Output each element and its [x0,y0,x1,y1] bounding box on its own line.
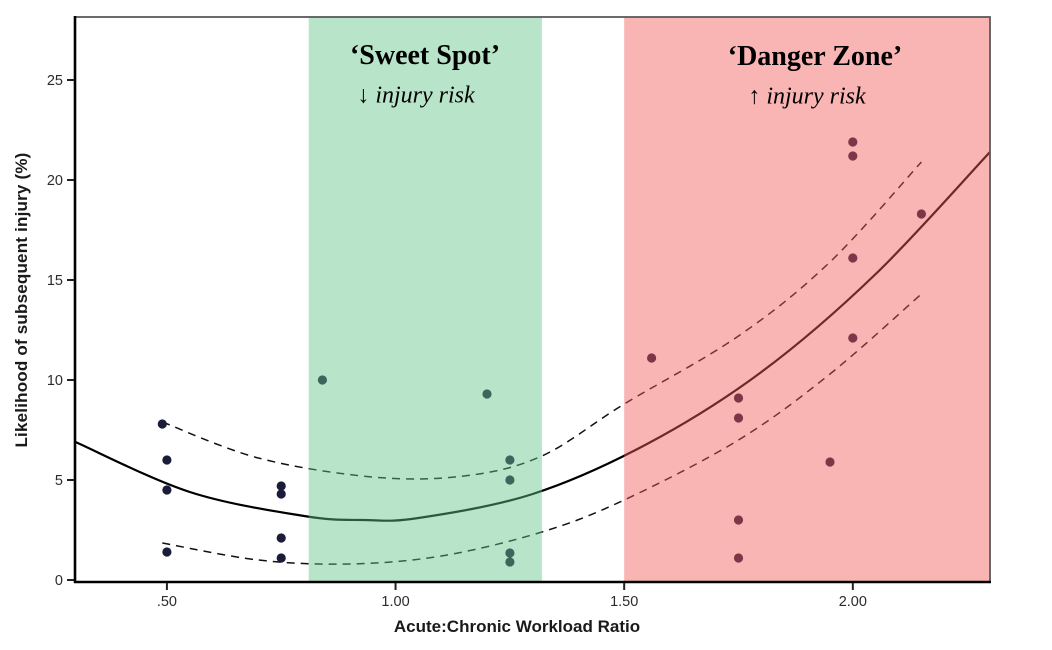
x-axis-title: Acute:Chronic Workload Ratio [393,617,641,636]
x-tick-label: .50 [157,594,177,610]
data-point [733,553,744,563]
down-arrow-icon: ↓ [357,82,370,109]
plot-area [75,17,990,582]
danger-zone-subtitle: ↑ injury risk [748,84,865,111]
y-tick-label: 5 [55,473,63,489]
sweet-spot-zone [308,17,542,582]
x-tick-label: 1.50 [610,594,638,610]
data-point [482,389,492,399]
data-point [848,253,858,263]
y-tick-label: 0 [55,573,63,589]
y-tick-label: 15 [47,273,63,289]
y-tick-label: 10 [47,373,63,389]
danger-zone-subtitle-text: injury risk [760,83,866,110]
data-point [733,413,744,423]
data-point [505,557,515,567]
up-arrow-icon: ↑ [748,83,761,110]
data-point [825,457,835,467]
x-tick-label: 1.00 [381,594,409,610]
y-tick-label: 20 [47,173,63,189]
data-point [162,485,172,495]
data-point [276,553,286,563]
sweet-spot-subtitle: ↓ injury risk [357,83,474,110]
data-point [157,419,167,429]
data-point [317,375,327,385]
danger-zone-overlay [624,17,990,582]
data-point [162,455,172,465]
data-point [505,455,515,465]
y-tick-label: 25 [47,73,63,89]
lower-confidence-band [162,293,922,565]
data-point [848,137,858,147]
upper-confidence-band [162,161,922,480]
data-point [162,547,172,557]
data-point [848,151,858,161]
danger-zone-title: ‘Danger Zone’ [727,41,903,72]
sweet-spot-subtitle-text: injury risk [369,82,475,109]
data-point [276,481,286,491]
data-point [276,489,286,499]
data-point [733,393,744,403]
y-axis-title: Likelihood of subsequent injury (%) [12,152,31,448]
data-point [505,475,515,485]
data-point [647,353,657,363]
data-point [848,333,858,343]
data-point [916,209,927,219]
data-point [505,548,515,558]
sweet-spot-title: ‘Sweet Spot’ [349,40,501,71]
data-point [733,515,744,525]
data-point [276,533,286,543]
fitted-curve [75,151,991,522]
x-tick-label: 2.00 [839,594,867,610]
